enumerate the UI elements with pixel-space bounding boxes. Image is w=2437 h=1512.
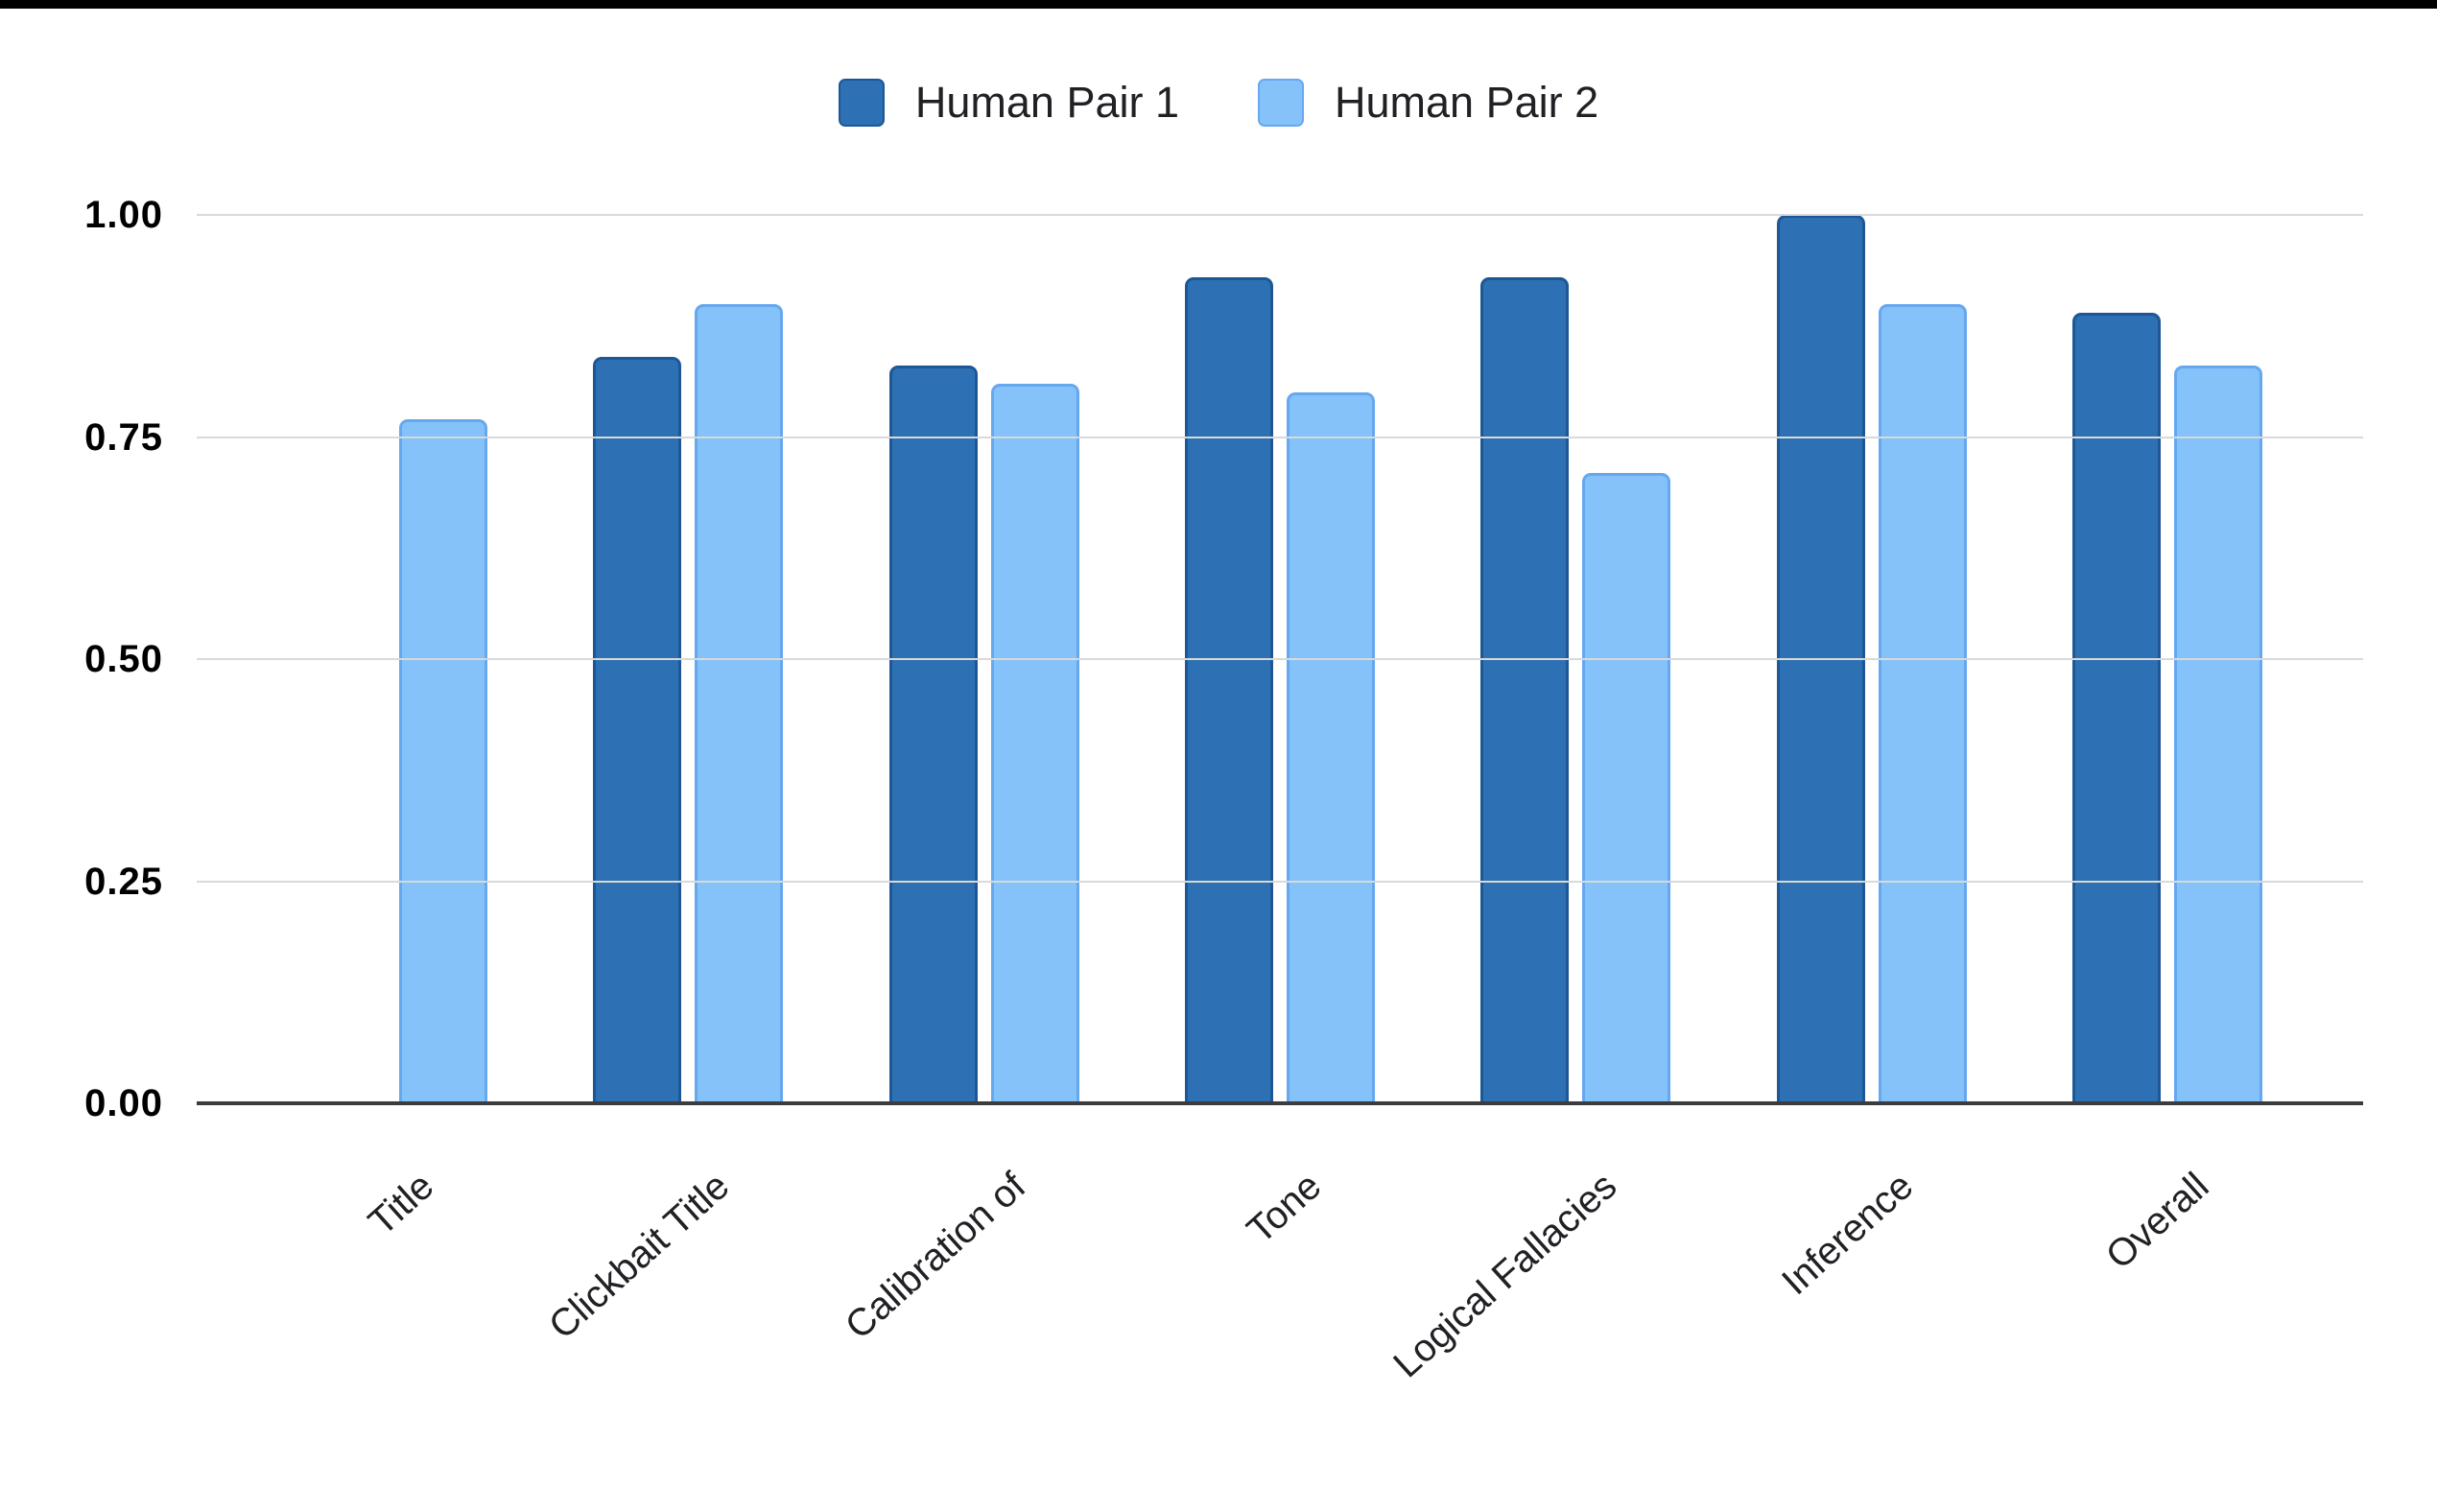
x-category-label-overall: Overall	[2097, 1165, 2217, 1278]
bar-human-pair-2-calibration-of	[990, 383, 1079, 1103]
bar-group-calibration-of	[837, 215, 1132, 1103]
bar-human-pair-1-logical-fallacies	[1480, 276, 1570, 1103]
x-category-label-inference: Inference	[1773, 1165, 1922, 1304]
bar-human-pair-2-tone	[1286, 392, 1375, 1103]
y-tick-label-1.00: 1.00	[84, 194, 163, 236]
legend-item-human-pair-2: Human Pair 2	[1258, 79, 1598, 127]
y-tick-label-0.75: 0.75	[84, 415, 163, 459]
plot-area	[197, 214, 2363, 1105]
bar-group-overall	[2020, 215, 2315, 1103]
legend-item-human-pair-1: Human Pair 1	[838, 78, 1179, 127]
bar-human-pair-2-overall	[2173, 366, 2262, 1103]
legend-swatch-human-pair-1	[838, 79, 885, 127]
bar-group-logical-fallacies	[1428, 215, 1723, 1103]
bar-group-tone	[1132, 215, 1428, 1103]
gridline-0.75	[197, 436, 2363, 438]
y-tick-label-0.00: 0.00	[84, 1082, 163, 1124]
x-category-label-clickbait-title: Clickbait Title	[541, 1165, 738, 1348]
bar-group-title	[245, 215, 540, 1103]
x-category-label-tone: Tone	[1239, 1165, 1330, 1252]
bar-human-pair-2-logical-fallacies	[1582, 472, 1671, 1103]
legend-swatch-human-pair-2	[1258, 79, 1304, 127]
y-tick-label-0.25: 0.25	[84, 860, 163, 903]
gridline-0.50	[197, 658, 2363, 660]
bars-row	[197, 215, 2363, 1103]
x-axis-baseline	[197, 1101, 2363, 1105]
y-tick-label-0.50: 0.50	[84, 638, 163, 680]
gridline-0.25	[197, 880, 2363, 883]
legend-label: Human Pair 2	[1335, 78, 1599, 127]
bar-human-pair-2-title	[399, 418, 488, 1103]
chart-legend: Human Pair 1 Human Pair 2	[0, 69, 2437, 136]
bar-human-pair-1-clickbait-title	[593, 357, 682, 1103]
bar-human-pair-1-overall	[2071, 312, 2161, 1103]
bar-human-pair-2-clickbait-title	[695, 303, 784, 1103]
bar-human-pair-2-inference	[1878, 303, 1967, 1103]
top-black-bar	[0, 0, 2437, 9]
x-category-label-title: Title	[361, 1165, 442, 1244]
x-category-label-logical-fallacies: Logical Fallacies	[1385, 1165, 1625, 1386]
gridline-1.00	[197, 214, 2363, 216]
bar-human-pair-1-tone	[1184, 276, 1273, 1103]
x-category-label-calibration-of: Calibration of	[837, 1165, 1034, 1348]
legend-label: Human Pair 1	[914, 78, 1179, 127]
bar-human-pair-1-calibration-of	[888, 366, 978, 1103]
